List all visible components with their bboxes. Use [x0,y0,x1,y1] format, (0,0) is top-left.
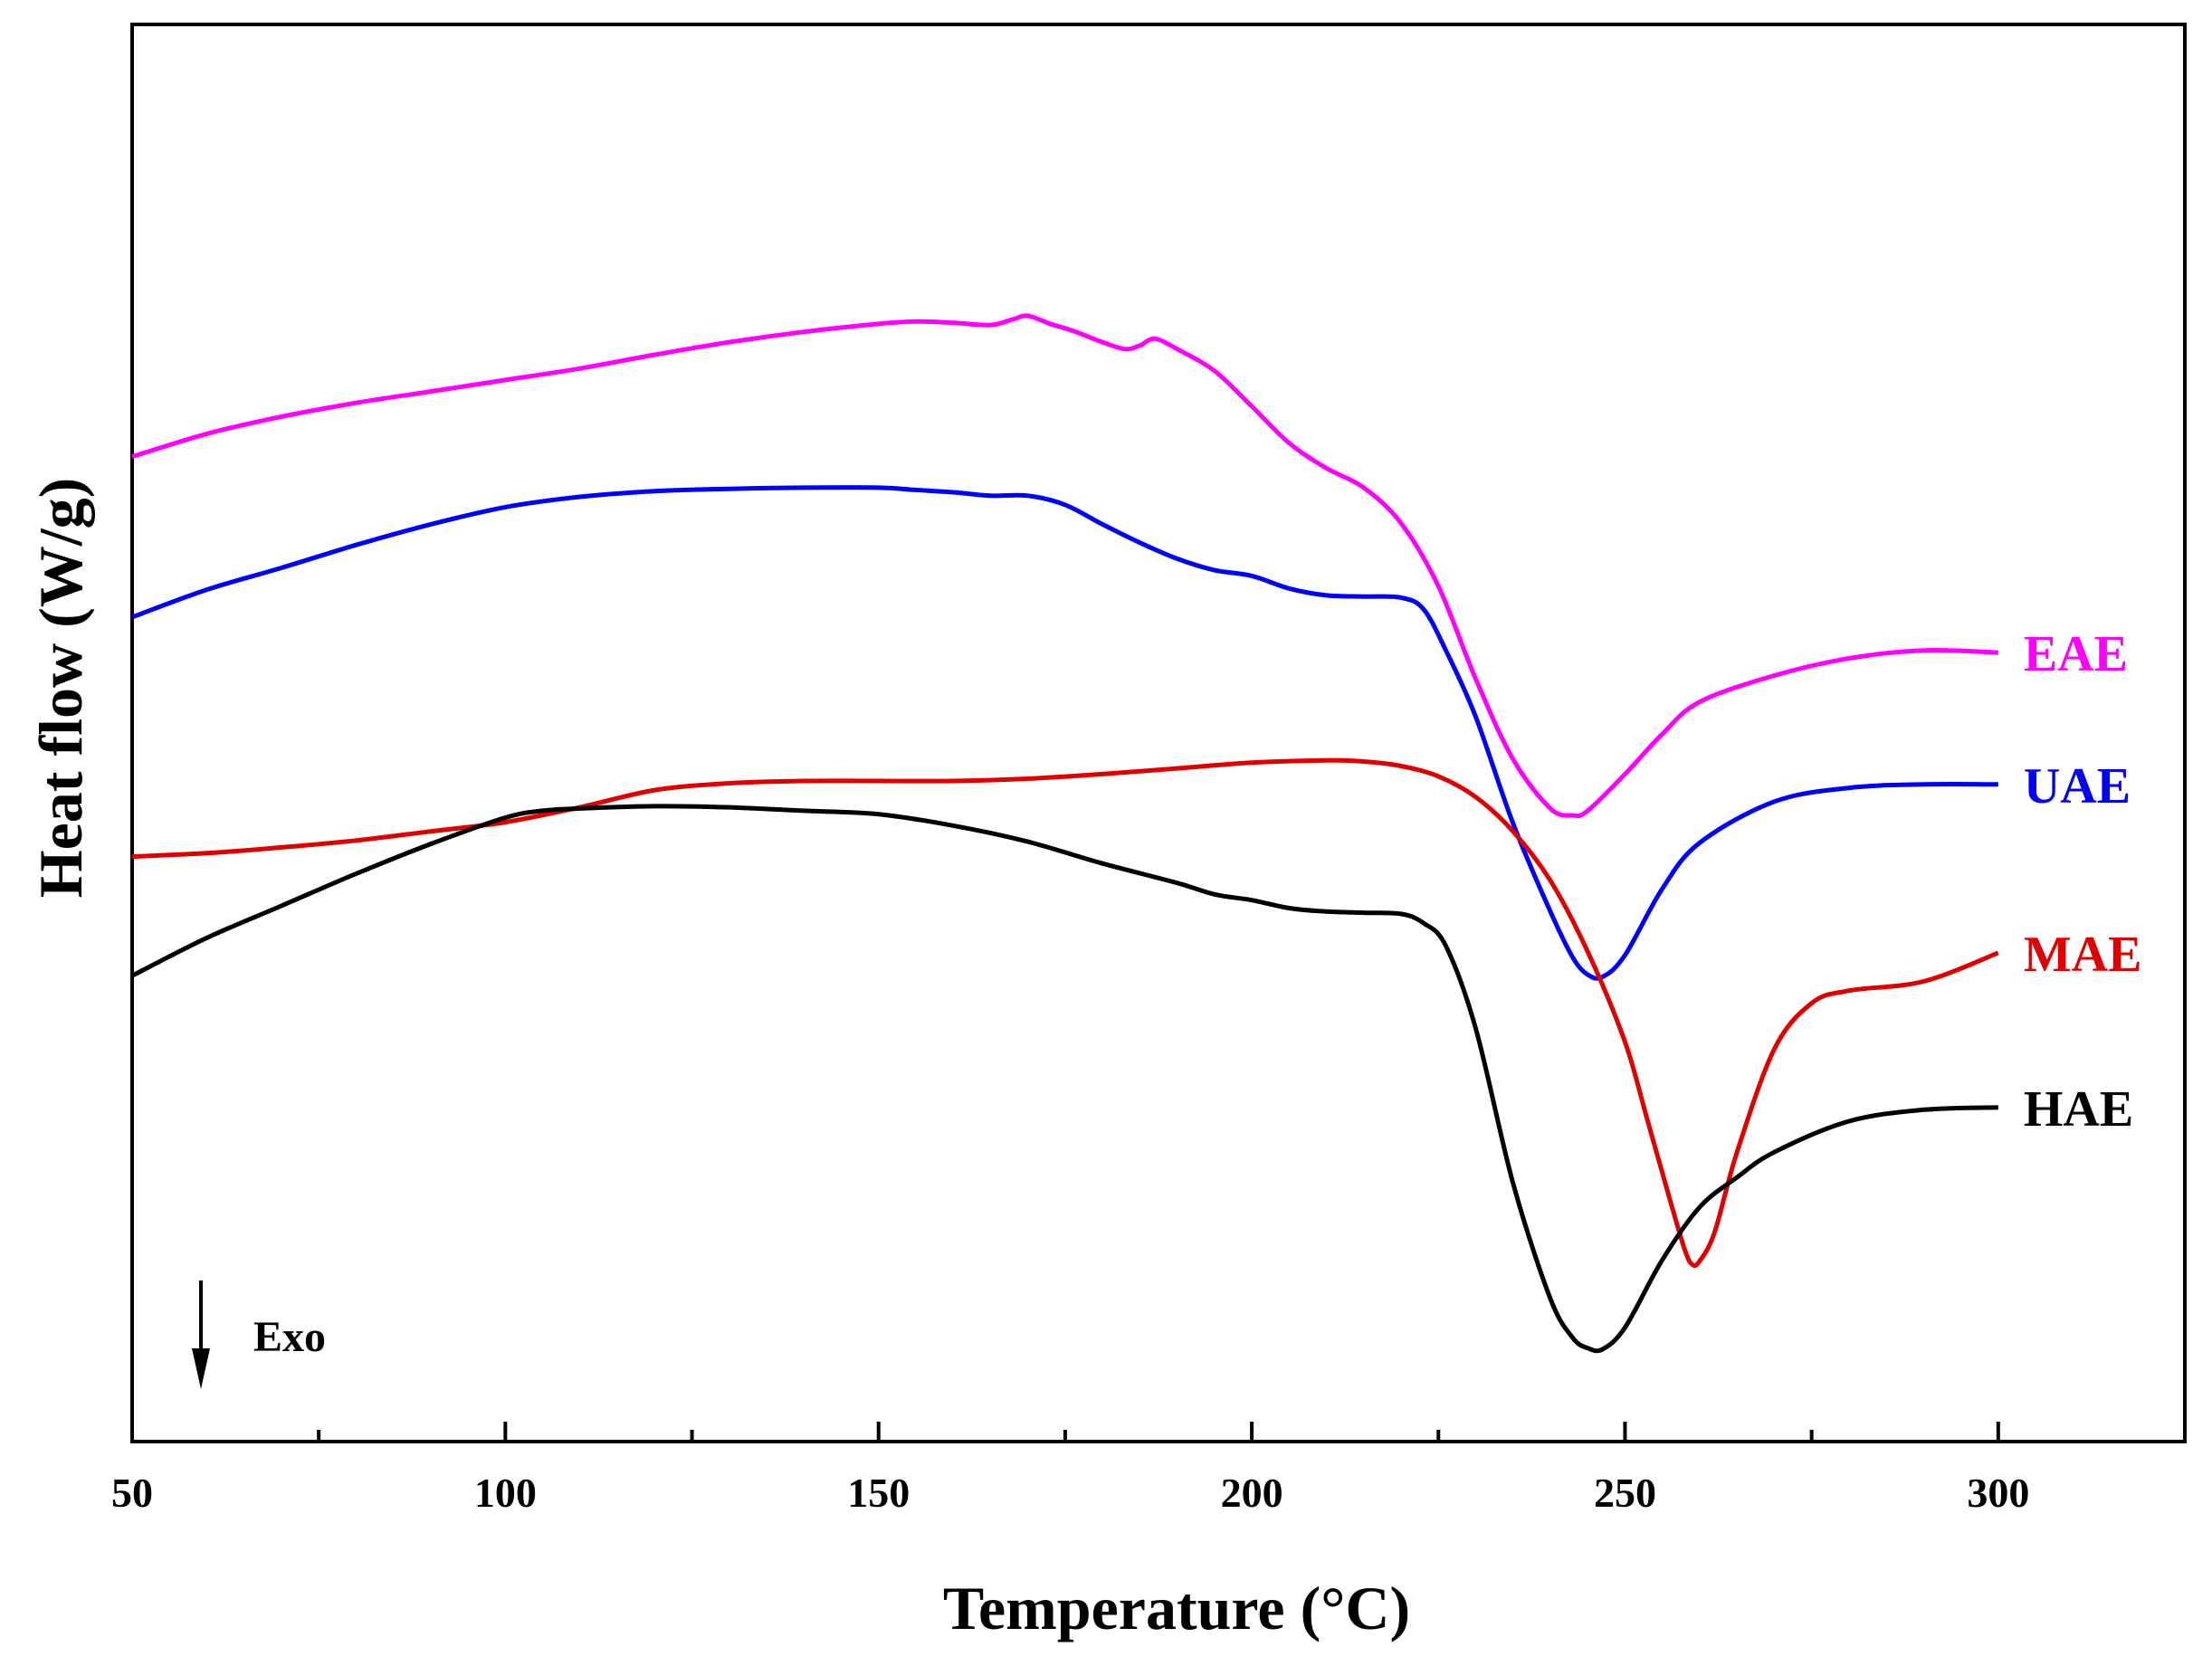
series-label-uae: UAE [2024,758,2131,814]
series-eae-line [131,313,1998,819]
series-label-eae: EAE [2024,626,2128,682]
exo-annotation: Exo [192,1280,326,1389]
series-label-hae: HAE [2024,1081,2133,1138]
x-tick-label-150: 150 [847,1470,910,1516]
x-tick-label-200: 200 [1221,1470,1283,1516]
x-axis-title: Temperature (°C) [943,1574,1410,1642]
exo-label: Exo [253,1313,326,1361]
exo-arrow-head [192,1348,210,1389]
plot-frame [130,23,2187,1443]
x-tick-label-250: 250 [1594,1470,1656,1516]
x-tick-label-300: 300 [1967,1470,2029,1516]
x-tick-label-100: 100 [474,1470,537,1516]
series-labels: EAE UAE MAE HAE [2024,626,2142,1138]
series-hae-line [130,804,1998,1354]
y-axis-title: Heat flow (W/g) [26,478,95,899]
series-layer [130,313,1999,1354]
x-tick-label-50: 50 [111,1470,153,1516]
axis-ticks: 50 100 150 200 250 300 [111,1422,2187,1516]
series-label-mae: MAE [2024,927,2142,983]
series-uae-line [131,485,1998,981]
